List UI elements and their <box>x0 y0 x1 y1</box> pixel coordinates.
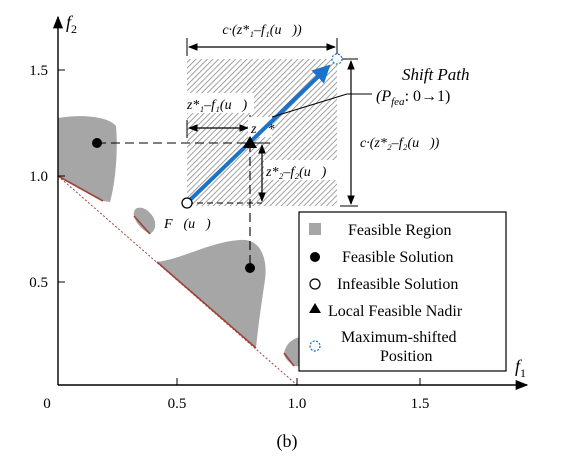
z-star-label-bg <box>248 117 272 137</box>
legend-max-shift-1: Maximum-shifted <box>341 329 457 346</box>
feasible-solution-point <box>92 138 102 148</box>
top-width-label: c·(z*₁–f₁(u⃗)) <box>222 23 302 38</box>
infeasible-solution-point <box>181 197 193 209</box>
front-segment-1 <box>57 175 104 202</box>
legend-feasible-region: Feasible Region <box>348 222 452 239</box>
legend-local-nadir: Local Feasible Nadir <box>328 303 463 320</box>
x-tick-1: 0.5 <box>168 396 187 412</box>
legend-max-shift-2: Position <box>380 348 432 365</box>
legend-swatch-infeasible <box>309 278 321 290</box>
front-segment-2 <box>133 215 151 235</box>
inner-height-label: z*₂–f₂(u⃗) <box>265 165 327 180</box>
legend-swatch-max-shift <box>309 340 321 352</box>
legend-feasible-solution: Feasible Solution <box>342 249 454 266</box>
front-segment-4 <box>283 352 295 367</box>
x-tick-3: 1.5 <box>411 396 430 412</box>
y-tick-2: 1.5 <box>29 63 48 79</box>
feasible-region-2 <box>133 207 156 234</box>
legend-swatch-nadir <box>309 303 321 313</box>
figure-caption: (b) <box>277 431 298 452</box>
y-tick-1: 1.0 <box>29 169 48 185</box>
x-tick-0: 0 <box>43 396 51 412</box>
legend: Feasible Region Feasible Solution Infeas… <box>298 211 507 372</box>
shift-path-param: (Pfea: 0→1) <box>376 88 450 108</box>
shift-path-title: Shift Path <box>402 65 470 84</box>
max-shift-point <box>331 53 343 65</box>
legend-infeasible-solution: Infeasible Solution <box>337 276 458 293</box>
front-segment-3 <box>156 261 257 349</box>
inner-width-label: z*₁–f₁(u⃗) <box>186 98 248 113</box>
right-height-label: c·(z*₂–f₂(u⃗)) <box>360 136 440 151</box>
legend-swatch-region <box>309 223 321 235</box>
inner-width-label-bg <box>180 93 254 113</box>
f-u-label: F⃗(u⃗) <box>163 217 211 232</box>
front-dashed-line <box>57 175 298 386</box>
y-axis-label: f2 <box>66 12 77 36</box>
feasible-solution-point <box>245 263 255 273</box>
x-axis-label: f1 <box>515 356 526 380</box>
legend-box <box>298 211 507 372</box>
shift-path-arrow <box>188 64 331 202</box>
inner-height-label-bg <box>264 160 338 180</box>
legend-swatch-feasible <box>310 252 320 262</box>
local-nadir-point <box>243 136 257 148</box>
feasible-region-3 <box>157 239 266 348</box>
y-tick-0: 0.5 <box>29 275 48 291</box>
feasible-region-1 <box>58 116 117 202</box>
shift-path-leader <box>271 93 348 118</box>
x-tick-2: 1.0 <box>288 396 307 412</box>
